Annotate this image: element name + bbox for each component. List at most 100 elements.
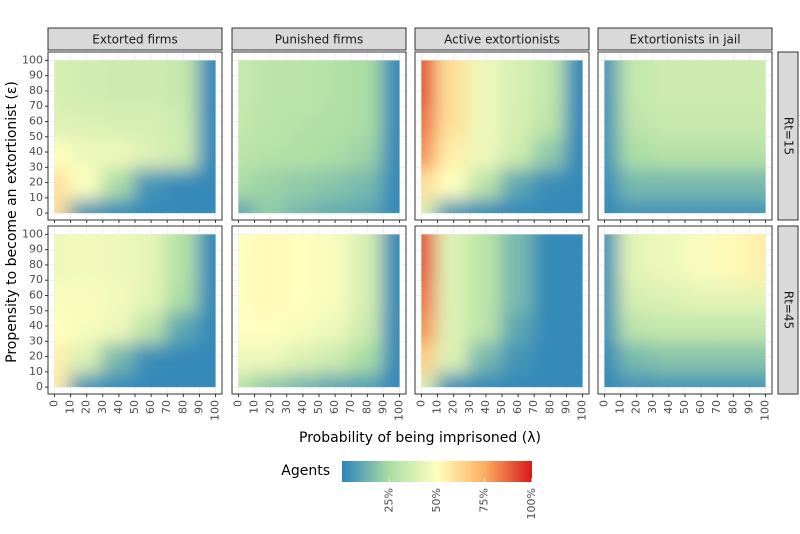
heat-cell: [435, 234, 472, 252]
heat-cell: [381, 278, 400, 313]
heat-cell: [252, 234, 289, 252]
heat-cell: [532, 339, 569, 374]
heat-cell: [618, 278, 655, 313]
column-strip: Punished firms: [275, 33, 363, 47]
heat-cell: [100, 369, 137, 388]
x-tick-label: 10: [248, 400, 261, 414]
heat-cell: [435, 369, 472, 388]
heat-cell: [252, 104, 289, 139]
x-tick-label: 10: [431, 400, 444, 414]
heat-cell: [165, 134, 202, 170]
row-strip: Rt=15: [782, 117, 796, 155]
heat-cell: [68, 308, 105, 344]
heat-cell: [238, 165, 257, 200]
x-tick-label: 10: [614, 400, 627, 414]
y-tick-label: 30: [29, 334, 43, 347]
heat-cell: [100, 104, 137, 139]
heat-cell: [467, 234, 504, 252]
heat-cell: [349, 60, 386, 78]
heat-cell: [467, 134, 504, 170]
heat-cell: [650, 134, 687, 170]
heat-cell: [604, 234, 623, 252]
x-tick-label: 90: [742, 400, 755, 414]
heat-cell: [467, 278, 504, 313]
y-tick-label: 100: [22, 53, 43, 66]
x-tick-label: 20: [447, 400, 460, 414]
heat-cell: [564, 308, 583, 344]
heat-cell: [564, 369, 583, 388]
column-strip: Extortionists in jail: [629, 33, 740, 47]
y-tick-label: 0: [36, 380, 43, 393]
heat-cell: [618, 60, 655, 78]
heat-cell: [604, 60, 623, 78]
x-tick-label: 60: [144, 400, 157, 414]
heat-cell: [100, 278, 137, 313]
heat-cell: [349, 308, 386, 344]
heat-cell: [381, 247, 400, 283]
heat-cell: [317, 134, 354, 170]
heat-cell: [747, 195, 766, 214]
heat-cell: [683, 73, 720, 109]
heat-cell: [238, 308, 257, 344]
x-tick-label: 40: [479, 400, 492, 414]
heat-cell: [68, 195, 105, 214]
heat-cell: [650, 339, 687, 374]
heat-cell: [54, 308, 73, 344]
heat-cell: [500, 339, 537, 374]
heat-cell: [68, 278, 105, 313]
heat-cell: [165, 278, 202, 313]
heatmap-cells: [421, 60, 583, 214]
heat-cell: [564, 234, 583, 252]
heat-cell: [317, 308, 354, 344]
heat-cell: [238, 247, 257, 283]
heat-cell: [381, 134, 400, 170]
heat-cell: [349, 247, 386, 283]
heat-cell: [500, 165, 537, 200]
colorbar-tick-label: 25%: [383, 488, 396, 512]
heat-cell: [650, 195, 687, 214]
heat-cell: [747, 278, 766, 313]
heat-cell: [683, 369, 720, 388]
heatmap-cells: [421, 234, 583, 388]
heat-cell: [133, 234, 170, 252]
heat-cell: [564, 278, 583, 313]
heat-cell: [238, 195, 257, 214]
x-tick-label: 60: [328, 400, 341, 414]
y-tick-label: 20: [29, 176, 43, 189]
heat-cell: [165, 104, 202, 139]
y-tick-label: 30: [29, 160, 43, 173]
x-tick-label: 100: [209, 400, 222, 421]
heat-cell: [349, 134, 386, 170]
heat-cell: [467, 247, 504, 283]
heat-cell: [238, 104, 257, 139]
heat-cell: [604, 247, 623, 283]
x-tick-label: 90: [559, 400, 572, 414]
heat-cell: [467, 339, 504, 374]
heat-cell: [618, 234, 655, 252]
x-tick-label: 50: [678, 400, 691, 414]
strip-bg: [231, 27, 407, 51]
heatmap-cells: [604, 60, 766, 214]
heat-cell: [252, 339, 289, 374]
y-tick-label: 70: [29, 99, 43, 112]
heat-cell: [564, 195, 583, 214]
x-tick-label: 100: [393, 400, 406, 421]
heat-cell: [133, 104, 170, 139]
heat-cell: [165, 308, 202, 344]
x-tick-label: 60: [511, 400, 524, 414]
heat-cell: [54, 60, 73, 78]
panel-border: [231, 225, 407, 395]
heat-cell: [284, 73, 321, 109]
y-tick-label: 0: [36, 206, 43, 219]
x-axis-label: Probability of being imprisoned (λ): [299, 430, 541, 446]
heat-cell: [715, 234, 752, 252]
heat-cell: [683, 104, 720, 139]
heat-cell: [500, 60, 537, 78]
heat-cell: [54, 165, 73, 200]
heat-cell: [238, 339, 257, 374]
heat-cell: [284, 195, 321, 214]
x-tick-label: 20: [630, 400, 643, 414]
heat-cell: [532, 234, 569, 252]
y-tick-label: 60: [29, 114, 43, 127]
heat-cell: [532, 60, 569, 78]
